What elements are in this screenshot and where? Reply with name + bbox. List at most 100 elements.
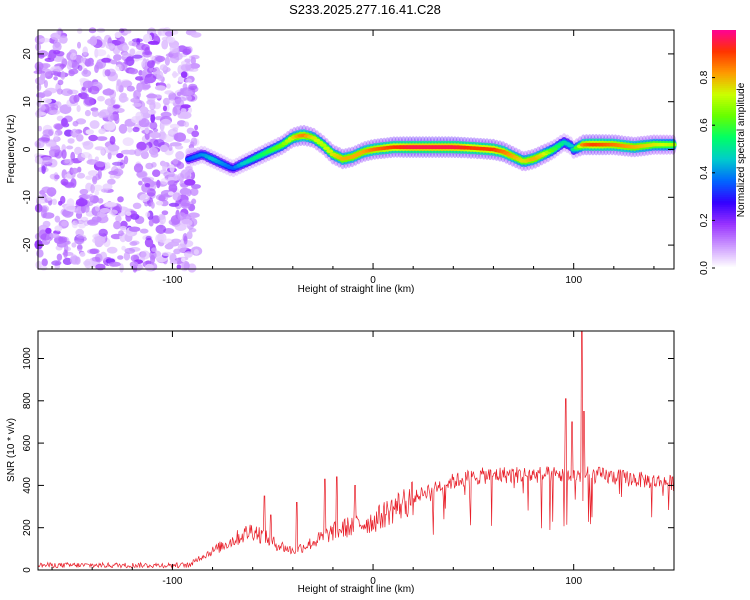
y-tick-label: 0: [22, 567, 33, 573]
noise-speckle: [148, 180, 155, 188]
noise-speckle: [164, 56, 170, 66]
colorbar-segment: [712, 53, 736, 57]
colorbar-segment: [712, 196, 736, 200]
noise-speckle: [64, 204, 76, 212]
noise-speckle: [172, 158, 179, 165]
noise-speckle: [144, 77, 149, 85]
noise-speckle: [40, 156, 53, 165]
noise-speckle: [164, 90, 174, 95]
colorbar-segment: [712, 254, 736, 257]
colorbar-segment: [712, 258, 736, 261]
noise-speckle: [138, 180, 143, 186]
noise-speckle: [155, 224, 167, 234]
noise-speckle: [82, 80, 94, 89]
noise-speckle: [70, 151, 76, 162]
noise-speckle: [67, 138, 75, 144]
noise-speckle: [123, 155, 129, 165]
noise-speckle: [53, 50, 61, 55]
colorbar-segment: [712, 262, 736, 265]
colorbar-segment: [712, 115, 736, 118]
noise-speckle: [159, 64, 168, 71]
noise-speckle: [34, 156, 43, 164]
noise-speckle: [57, 79, 64, 86]
noise-speckle: [95, 205, 101, 212]
colorbar-label: Normalized spectral amplitude: [736, 82, 747, 217]
noise-speckle: [60, 70, 66, 80]
colorbar-segment: [712, 49, 736, 53]
noise-speckle: [142, 33, 153, 44]
colorbar-segment: [712, 220, 736, 223]
spectrogram-ylabel: Frequency (Hz): [6, 115, 17, 184]
noise-speckle: [54, 174, 60, 180]
colorbar-segment: [712, 204, 736, 208]
noise-speckle: [46, 196, 52, 202]
noise-speckle: [66, 145, 74, 150]
colorbar-segment: [712, 238, 736, 241]
noise-speckle: [48, 142, 57, 147]
noise-speckle: [51, 260, 62, 266]
noise-speckle: [184, 58, 191, 63]
noise-speckle: [139, 193, 150, 202]
noise-speckle: [187, 95, 192, 101]
snr-ylabel: SNR (10 * v/v): [6, 418, 17, 482]
colorbar-segment: [712, 160, 736, 164]
colorbar-segment: [712, 166, 736, 170]
noise-speckle: [109, 135, 116, 145]
noise-speckle: [110, 59, 118, 65]
noise-speckle: [125, 56, 135, 67]
noise-speckle: [178, 76, 185, 83]
spectrogram-ridge: [185, 124, 677, 178]
noise-speckle: [75, 236, 87, 242]
noise-speckle: [74, 146, 83, 155]
noise-speckle: [94, 146, 105, 151]
colorbar-segment: [712, 182, 736, 186]
noise-speckle: [157, 232, 167, 243]
noise-speckle: [109, 261, 121, 267]
noise-speckle: [89, 85, 100, 95]
colorbar-segment: [712, 133, 736, 136]
noise-speckle: [60, 195, 66, 204]
noise-speckle: [93, 184, 103, 191]
noise-speckle: [40, 233, 52, 241]
colorbar-segment: [712, 143, 736, 146]
noise-speckle: [70, 128, 79, 138]
noise-speckle: [160, 178, 169, 185]
noise-speckle: [160, 111, 172, 118]
snr-xlabel: Height of straight line (km): [298, 584, 415, 595]
colorbar-segment: [712, 168, 736, 172]
colorbar-segment: [712, 91, 736, 95]
noise-speckle: [159, 130, 166, 140]
noise-speckle: [135, 76, 144, 81]
noise-speckle: [74, 219, 85, 224]
noise-speckle: [103, 121, 116, 131]
noise-speckle: [52, 41, 62, 52]
colorbar-segment: [712, 206, 736, 210]
noise-speckle: [85, 129, 95, 135]
noise-speckle: [39, 104, 46, 112]
y-tick-label: -20: [22, 237, 33, 252]
noise-speckle: [172, 71, 178, 79]
noise-speckle: [136, 171, 147, 178]
colorbar-segment: [712, 202, 736, 206]
noise-speckle: [61, 149, 67, 159]
noise-speckle: [94, 49, 107, 57]
noise-speckle: [77, 65, 83, 71]
noise-speckle: [54, 225, 63, 232]
noise-speckle: [188, 83, 198, 91]
noise-speckle: [36, 249, 44, 258]
noise-speckle: [185, 78, 193, 83]
colorbar-segment: [712, 105, 736, 108]
colorbar-segment: [712, 228, 736, 231]
noise-speckle: [99, 109, 111, 118]
noise-speckle: [95, 161, 105, 168]
noise-speckle: [41, 63, 51, 69]
y-tick-label: -10: [22, 190, 33, 205]
noise-speckle: [83, 260, 91, 266]
colorbar-segment: [712, 198, 736, 202]
noise-speckle: [179, 173, 184, 183]
x-tick-label: -100: [162, 275, 182, 286]
colorbar-segment: [712, 30, 736, 33]
spectrogram-noise: [33, 27, 203, 273]
colorbar-segment: [712, 252, 736, 255]
colorbar-segment: [712, 145, 736, 148]
